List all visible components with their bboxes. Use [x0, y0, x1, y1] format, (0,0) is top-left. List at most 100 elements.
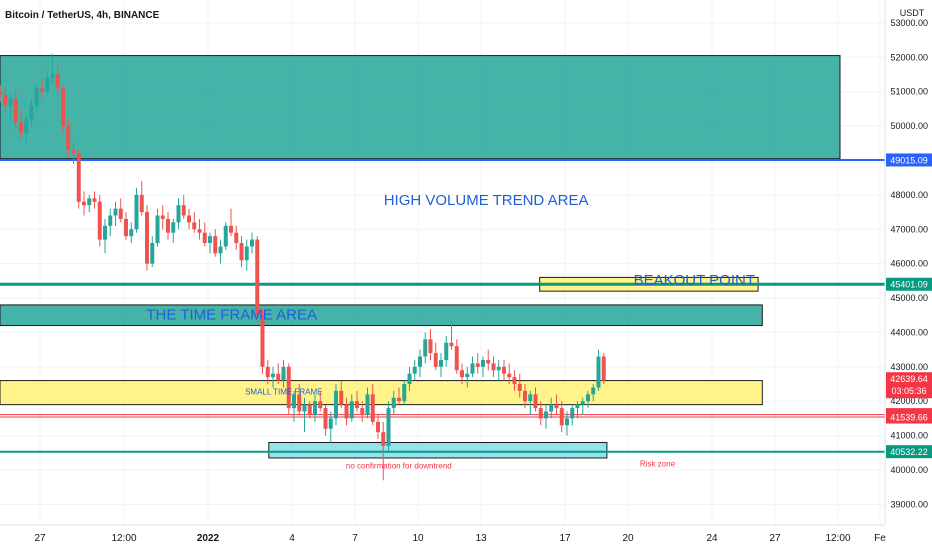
- x-tick-label-3: 4: [289, 533, 295, 544]
- candle-body-76: [397, 397, 401, 402]
- time-axis[interactable]: 27 12:00 2022 4 7 10 13 17 20 24 27 12:00 Fe: [34, 533, 886, 544]
- candle-body-84: [439, 359, 443, 367]
- price-label-0: 49015.09: [890, 155, 928, 165]
- x-tick-label-0: 27: [34, 533, 46, 544]
- zone-box-1[interactable]: [0, 304, 763, 327]
- currency-label: USDT: [900, 8, 925, 18]
- candle-body-103: [538, 408, 543, 419]
- candle-body-82: [428, 339, 433, 354]
- price-label-box-2: [886, 372, 932, 399]
- x-tick-label-2: 2022: [197, 533, 220, 544]
- candle-body-90: [470, 363, 475, 374]
- annotation-3[interactable]: SMALL TIME FRAME: [245, 387, 322, 396]
- candle-body-18: [92, 198, 97, 202]
- candle-body-74: [386, 408, 391, 446]
- candle-body-0: [0, 91, 2, 96]
- candle-body-85: [444, 342, 449, 360]
- x-tick-label-8: 20: [622, 533, 634, 544]
- candle-body-115: [601, 356, 606, 381]
- x-tick-label-11: 12:00: [825, 533, 850, 544]
- candle-body-19: [97, 201, 102, 240]
- zone-box-0[interactable]: [0, 55, 841, 160]
- candle-body-86: [449, 342, 454, 347]
- annotation-2[interactable]: THE TIME FRAME AREA: [146, 306, 317, 323]
- zone-rectangles[interactable]: [0, 55, 841, 459]
- price-axis-background[interactable]: [885, 0, 932, 525]
- candle-body-110: [575, 404, 580, 409]
- candle-body-72: [376, 421, 380, 433]
- annotation-0[interactable]: HIGH VOLUME TREND AREA: [384, 192, 589, 209]
- candle-body-109: [570, 408, 575, 419]
- candle-body-77: [402, 384, 407, 402]
- candle-body-83: [433, 353, 438, 367]
- candle-body-60: [313, 401, 317, 415]
- price-label-1: 45401.09: [890, 280, 928, 290]
- annotation-1[interactable]: BEAKOUT POINT: [634, 272, 755, 289]
- candle-body-58: [302, 404, 307, 412]
- price-label-box-4: [886, 410, 932, 424]
- candle-body-36: [187, 215, 191, 223]
- y-tick-label-0: 39000.00: [890, 499, 928, 509]
- candle-body-11: [55, 74, 60, 89]
- candle-body-7: [34, 88, 39, 106]
- price-label-countdown-2: 03:05:36: [891, 386, 926, 396]
- candle-body-98: [512, 377, 517, 385]
- y-tick-label-7: 46000.00: [890, 259, 928, 269]
- zone-box-4[interactable]: [268, 441, 608, 459]
- candle-body-64: [334, 390, 338, 419]
- candle-body-42: [218, 246, 223, 254]
- candle-body-49: [255, 239, 260, 316]
- y-tick-label-2: 41000.00: [890, 431, 928, 441]
- candle-body-9: [45, 77, 50, 92]
- candle-body-1: [3, 95, 8, 106]
- candle-body-62: [323, 408, 328, 429]
- candle-body-114: [596, 356, 601, 388]
- candle-body-52: [271, 373, 275, 378]
- y-tick-label-8: 47000.00: [890, 224, 928, 234]
- candle-body-79: [412, 366, 417, 374]
- candle-body-8: [40, 88, 44, 92]
- zone-box-2[interactable]: [0, 380, 763, 406]
- candle-body-34: [176, 205, 181, 223]
- candle-body-80: [418, 356, 422, 367]
- candle-body-15: [76, 153, 81, 202]
- candle-body-87: [454, 346, 459, 371]
- candle-body-108: [565, 418, 569, 426]
- candle-body-43: [223, 225, 228, 247]
- price-label-box-5: [886, 445, 932, 459]
- candle-body-26: [134, 194, 139, 230]
- candle-body-2: [8, 98, 13, 106]
- candle-body-45: [234, 232, 239, 244]
- candle-body-10: [50, 74, 55, 78]
- y-tick-label-11: 51000.00: [890, 87, 928, 97]
- candle-body-55: [286, 366, 291, 409]
- price-axis[interactable]: 39000.00 40000.00 41000.00 42000.00 43000.00…: [890, 18, 928, 509]
- price-label-box-1: [886, 277, 932, 291]
- candle-body-30: [155, 215, 160, 244]
- candle-body-56: [292, 394, 296, 409]
- candle-body-16: [82, 201, 86, 206]
- horizontal-lines[interactable]: [0, 158, 885, 453]
- price-label-2: 42639.64: [890, 374, 928, 384]
- annotation-4[interactable]: no confirmation for downtrend: [346, 461, 452, 470]
- candle-body-23: [118, 208, 123, 219]
- candle-body-105: [549, 404, 554, 412]
- annotations[interactable]: HIGH VOLUME TREND AREA BEAKOUT POINT THE T…: [146, 192, 755, 470]
- candle-body-113: [591, 387, 596, 395]
- price-label-5: 40532.22: [890, 447, 928, 457]
- annotation-5[interactable]: Risk zone: [640, 460, 676, 469]
- candle-body-71: [370, 394, 375, 422]
- candle-body-70: [365, 394, 370, 415]
- candle-body-50: [260, 315, 265, 367]
- candle-body-92: [481, 359, 485, 367]
- candle-body-65: [339, 390, 344, 405]
- candle-body-14: [71, 150, 76, 154]
- x-tick-label-10: 27: [769, 533, 781, 544]
- candle-body-97: [507, 373, 512, 378]
- x-tick-label-9: 24: [706, 533, 718, 544]
- price-label-4: 41539.66: [890, 413, 928, 423]
- candle-body-75: [391, 397, 396, 409]
- time-axis-background[interactable]: [0, 525, 932, 550]
- candle-body-32: [166, 218, 170, 233]
